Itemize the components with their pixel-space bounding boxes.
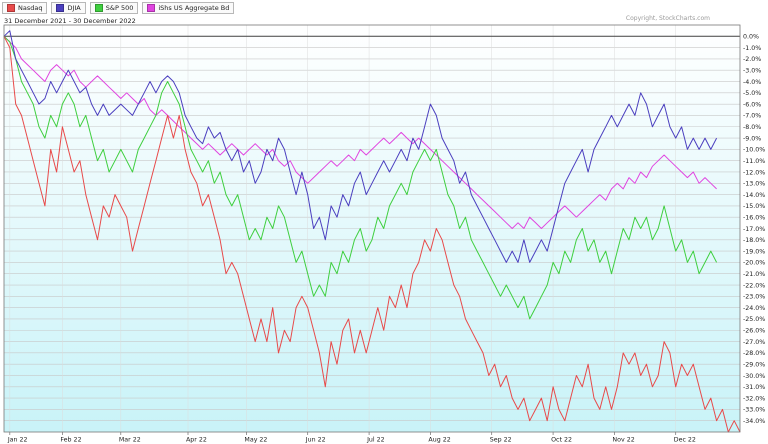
y-tick-label: -33.0% [743, 407, 765, 414]
y-tick-label: -16.0% [743, 214, 765, 221]
series-line-djia [3, 30, 718, 263]
legend-item[interactable]: iShs US Aggregate Bd [142, 2, 235, 14]
x-tick-label: Nov 22 [612, 437, 634, 444]
y-tick-label: -5.0% [743, 90, 761, 97]
y-tick-label: -26.0% [743, 328, 765, 335]
legend-label: DJIA [67, 4, 81, 12]
y-tick-label: -11.0% [743, 158, 765, 165]
y-tick-label: -10.0% [743, 147, 765, 154]
x-tick-label: Oct 22 [551, 437, 572, 444]
y-tick-label: -24.0% [743, 305, 765, 312]
y-tick-label: -17.0% [743, 226, 765, 233]
date-range: 31 December 2021 - 30 December 2022 [4, 17, 136, 25]
x-tick-label: Aug 22 [428, 437, 450, 444]
y-tick-label: -1.0% [743, 45, 761, 52]
y-tick-label: -25.0% [743, 316, 765, 323]
y-tick-label: -28.0% [743, 350, 765, 357]
y-tick-label: -13.0% [743, 181, 765, 188]
y-tick-label: -34.0% [743, 418, 765, 425]
y-tick-label: -30.0% [743, 373, 765, 380]
x-tick-label: May 22 [244, 437, 267, 444]
x-tick-label: Jan 22 [7, 437, 28, 444]
y-tick-label: -7.0% [743, 113, 761, 120]
y-tick-label: -20.0% [743, 260, 765, 267]
legend-item[interactable]: DJIA [51, 2, 86, 14]
y-tick-label: -29.0% [743, 361, 765, 368]
legend-label: iShs US Aggregate Bd [158, 4, 230, 12]
x-tick-label: Feb 22 [60, 437, 81, 444]
x-tick-label: Jun 22 [305, 437, 326, 444]
series-line-ishs-us-aggregate-bd [3, 35, 717, 229]
y-tick-label: -23.0% [743, 294, 765, 301]
y-tick-label: -21.0% [743, 271, 765, 278]
y-tick-label: 0.0% [743, 34, 759, 41]
legend: Nasdaq DJIA S&P 500 iShs US Aggregate Bd [2, 2, 235, 14]
legend-swatch [7, 4, 15, 12]
legend-label: Nasdaq [18, 4, 43, 12]
legend-swatch [147, 4, 156, 12]
y-tick-label: -19.0% [743, 248, 765, 255]
y-tick-label: -3.0% [743, 68, 761, 75]
y-tick-label: -8.0% [743, 124, 761, 131]
copyright: Copyright, StockCharts.com [625, 15, 710, 22]
x-tick-label: Apr 22 [186, 437, 207, 444]
y-tick-label: -2.0% [743, 56, 761, 63]
y-tick-label: -14.0% [743, 192, 765, 199]
y-tick-label: -15.0% [743, 203, 765, 210]
legend-swatch [94, 4, 103, 12]
series-line-nasdaq [3, 36, 741, 433]
y-tick-label: -18.0% [743, 237, 765, 244]
series-line-s-p-500 [3, 35, 718, 320]
y-tick-label: -32.0% [743, 395, 765, 402]
x-tick-label: Dec 22 [674, 437, 696, 444]
legend-item[interactable]: Nasdaq [2, 2, 48, 14]
legend-swatch [56, 4, 65, 12]
y-tick-label: -12.0% [743, 169, 765, 176]
x-tick-label: Mar 22 [119, 437, 141, 444]
y-tick-label: -4.0% [743, 79, 761, 86]
y-tick-label: -9.0% [743, 135, 761, 142]
x-tick-label: Jul 22 [366, 437, 385, 444]
y-tick-label: -22.0% [743, 282, 765, 289]
legend-label: S&P 500 [105, 4, 134, 12]
y-tick-label: -31.0% [743, 384, 765, 391]
legend-item[interactable]: S&P 500 [89, 2, 139, 14]
y-tick-label: -27.0% [743, 339, 765, 346]
plot-frame [3, 24, 741, 433]
y-tick-label: -6.0% [743, 101, 761, 108]
x-tick-label: Sep 22 [490, 437, 512, 444]
